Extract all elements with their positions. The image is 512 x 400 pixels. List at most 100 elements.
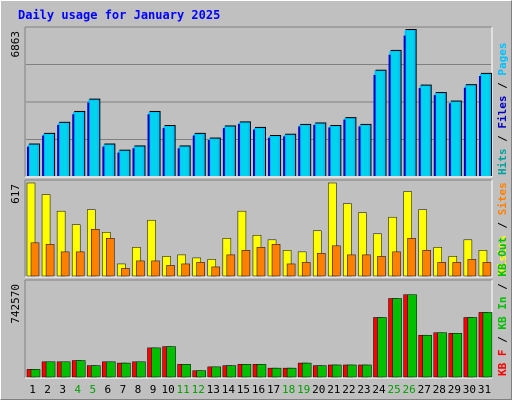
files-bar bbox=[388, 54, 391, 176]
legend-item: KB Out bbox=[496, 237, 509, 277]
files-bar bbox=[57, 124, 60, 176]
day-label: 1 bbox=[29, 383, 36, 396]
sites-bar bbox=[226, 254, 236, 277]
pages-bar bbox=[75, 112, 83, 176]
sites-bar bbox=[30, 242, 40, 277]
day-label: 26 bbox=[403, 383, 416, 396]
kbin-bar bbox=[211, 366, 222, 378]
pages-bar bbox=[301, 125, 309, 176]
sites-bar bbox=[301, 262, 311, 277]
sites-bar bbox=[256, 247, 266, 277]
kbin-bar bbox=[256, 364, 267, 378]
files-bar bbox=[358, 126, 361, 176]
pages-bar bbox=[466, 86, 474, 176]
pages-bar bbox=[30, 145, 38, 176]
legend-item: KB F bbox=[496, 350, 509, 377]
kbin-bar bbox=[166, 346, 176, 378]
pages-bar bbox=[120, 151, 128, 176]
day-label: 5 bbox=[89, 383, 96, 396]
legend-item: Sites bbox=[496, 182, 509, 215]
day-label: 28 bbox=[433, 383, 446, 396]
files-bar bbox=[373, 74, 376, 176]
legend-separator: / bbox=[496, 129, 509, 149]
top-ymax-label: 6863 bbox=[9, 31, 22, 58]
legend-item: Hits bbox=[496, 149, 509, 176]
legend-separator: / bbox=[496, 277, 509, 297]
kbin-bar bbox=[45, 361, 56, 378]
files-bar bbox=[192, 135, 195, 176]
kbin-bar bbox=[30, 369, 41, 378]
kbin-bar bbox=[241, 364, 252, 378]
pages-bar bbox=[391, 51, 399, 176]
files-bar bbox=[87, 102, 90, 176]
day-label: 20 bbox=[312, 383, 325, 396]
pages-bar bbox=[286, 135, 294, 176]
kbin-bar bbox=[301, 362, 312, 378]
files-bar bbox=[418, 88, 421, 176]
pages-bar bbox=[331, 127, 339, 176]
kbin-bar bbox=[437, 332, 447, 378]
files-bar bbox=[42, 135, 45, 176]
legend-item: Files bbox=[496, 96, 509, 129]
day-label: 29 bbox=[448, 383, 461, 396]
pages-bar bbox=[105, 145, 113, 176]
pages-bar bbox=[150, 112, 158, 176]
kbin-bar bbox=[75, 360, 86, 378]
kbin-bar bbox=[332, 364, 342, 378]
kbin-bar bbox=[271, 367, 282, 378]
day-label: 13 bbox=[207, 383, 220, 396]
sites-bar bbox=[452, 262, 462, 277]
visits-panel: 617 Visits / Sites bbox=[9, 179, 509, 278]
pages-bar bbox=[406, 31, 414, 176]
kbin-bar bbox=[452, 333, 463, 378]
day-label: 7 bbox=[120, 383, 127, 396]
kbin-bar bbox=[226, 365, 237, 378]
sites-bar bbox=[286, 263, 296, 277]
kbin-bar bbox=[407, 294, 417, 378]
pages-bar bbox=[346, 119, 354, 176]
files-bar bbox=[102, 146, 105, 176]
pages-bar bbox=[45, 134, 53, 176]
files-bar bbox=[328, 127, 331, 176]
kbin-bar bbox=[362, 364, 372, 378]
day-label: 21 bbox=[327, 383, 340, 396]
sites-bar bbox=[422, 250, 431, 277]
pages-bar bbox=[210, 139, 218, 176]
day-label: 14 bbox=[222, 383, 236, 396]
pages-bar bbox=[436, 94, 444, 176]
day-label: 2 bbox=[44, 383, 51, 396]
files-bar bbox=[132, 148, 135, 176]
kbin-bar bbox=[106, 361, 116, 378]
files-bar bbox=[72, 114, 75, 176]
files-bar bbox=[27, 146, 30, 176]
day-label: 10 bbox=[161, 383, 174, 396]
pages-bar bbox=[361, 125, 369, 176]
day-label: 8 bbox=[135, 383, 142, 396]
kbin-bar bbox=[422, 334, 432, 378]
day-label: 23 bbox=[357, 383, 370, 396]
day-label: 25 bbox=[387, 383, 400, 396]
sites-bar bbox=[482, 262, 492, 277]
legend-item: Pages bbox=[496, 43, 509, 76]
day-label: 22 bbox=[342, 383, 355, 396]
kbin-bar bbox=[151, 347, 161, 378]
pages-bar bbox=[165, 127, 173, 176]
files-bar bbox=[403, 35, 406, 177]
pages-bar bbox=[135, 147, 143, 176]
sites-bar bbox=[166, 265, 175, 277]
kbin-bar bbox=[196, 370, 206, 378]
sites-bar bbox=[60, 251, 70, 277]
sites-bar bbox=[106, 238, 115, 277]
kbin-bar bbox=[377, 317, 387, 378]
day-label: 9 bbox=[150, 383, 157, 396]
pages-bar bbox=[90, 100, 98, 176]
kbin-bar bbox=[392, 298, 402, 378]
pages-bar bbox=[180, 147, 188, 176]
files-bar bbox=[207, 140, 210, 176]
files-bar bbox=[117, 152, 120, 176]
sites-bar bbox=[377, 256, 386, 277]
files-bar bbox=[463, 87, 466, 176]
files-bar bbox=[268, 137, 271, 176]
bottom-legend: KB F / KB In / KB Out bbox=[496, 237, 509, 376]
